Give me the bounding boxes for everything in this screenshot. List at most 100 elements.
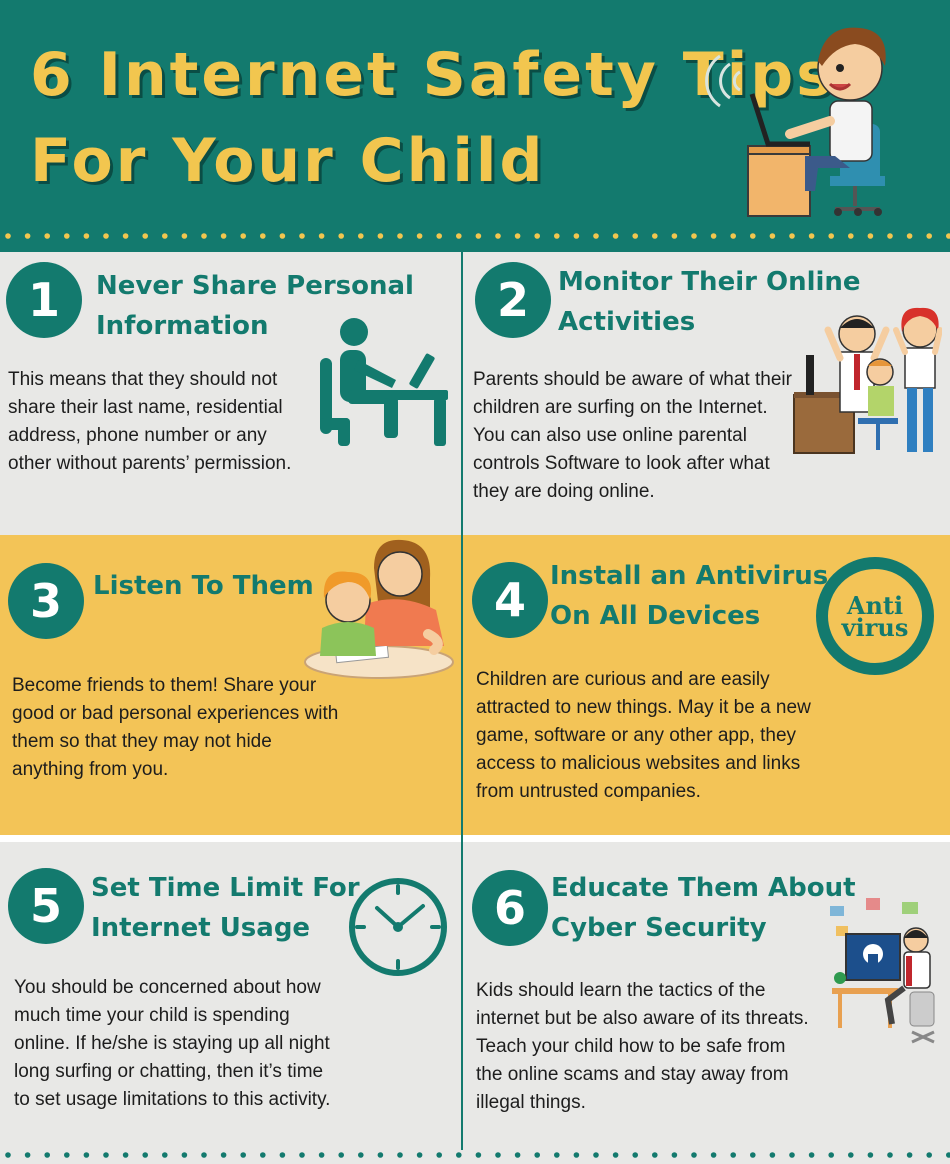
- tip-number-2: 2: [475, 262, 551, 338]
- divider-dot: [652, 233, 658, 239]
- divider-dot: [671, 1152, 678, 1158]
- divider-dot: [162, 233, 168, 239]
- divider-dot: [691, 233, 697, 239]
- boy-at-laptop-illustration: [705, 27, 886, 217]
- divider-dot: [358, 233, 364, 239]
- mother-and-child-illustration: [304, 539, 454, 679]
- divider-dot: [808, 1152, 815, 1158]
- divider-dot: [416, 233, 423, 239]
- divider-dot: [514, 1152, 521, 1158]
- dotted-divider-bottom: [5, 1152, 950, 1158]
- title-line-2: For Your Child: [30, 126, 546, 196]
- divider-dot: [318, 1152, 325, 1158]
- divider-dot: [456, 1152, 462, 1158]
- divider-dot: [926, 233, 932, 239]
- tip-body-6: Kids should learn the tactics of the inte…: [476, 980, 809, 1113]
- divider-dot: [358, 1152, 364, 1158]
- divider-dot: [750, 233, 756, 239]
- divider-dot: [5, 1152, 11, 1158]
- divider-dot: [554, 1152, 560, 1158]
- tip-heading-1: Never Share Personal Information: [96, 271, 414, 341]
- divider-dot: [103, 233, 109, 239]
- divider-dot: [64, 1152, 70, 1158]
- parents-watching-child-illustration: [793, 307, 942, 454]
- divider-dot: [436, 1152, 443, 1158]
- column-divider: [461, 252, 463, 1150]
- divider-dot: [573, 233, 580, 239]
- antivirus-badge-icon: Anti virus: [816, 557, 934, 675]
- divider-dot: [416, 1152, 423, 1158]
- divider-dot: [593, 1152, 599, 1158]
- divider-dot: [475, 233, 482, 239]
- divider-dot: [946, 233, 950, 239]
- divider-dot: [632, 1152, 638, 1158]
- divider-dot: [318, 233, 325, 239]
- divider-dot: [220, 1152, 227, 1158]
- row-separator: [0, 835, 950, 842]
- divider-dot: [632, 233, 638, 239]
- divider-dot: [181, 1152, 188, 1158]
- tip-body-1: This means that they should not share the…: [8, 369, 292, 474]
- divider-dot: [83, 1152, 90, 1158]
- divider-dot: [24, 1152, 31, 1158]
- tip-number-1: 1: [6, 262, 82, 338]
- divider-dot: [299, 1152, 305, 1158]
- divider-dot: [240, 233, 246, 239]
- divider-dot: [240, 1152, 246, 1158]
- divider-dot: [64, 233, 70, 239]
- divider-dot: [24, 233, 31, 239]
- tip-heading-3: Listen To Them: [93, 571, 314, 601]
- divider-dot: [377, 1152, 384, 1158]
- divider-dot: [299, 233, 305, 239]
- divider-dot: [514, 233, 521, 239]
- divider-dot: [926, 1152, 932, 1158]
- dotted-divider-top: [5, 233, 950, 239]
- divider-dot: [789, 1152, 795, 1158]
- divider-dot: [5, 233, 11, 239]
- divider-dot: [201, 1152, 207, 1158]
- divider-dot: [397, 233, 403, 239]
- divider-dot: [534, 233, 540, 239]
- divider-dot: [201, 233, 207, 239]
- divider-dot: [142, 1152, 148, 1158]
- divider-dot: [397, 1152, 403, 1158]
- divider-dot: [789, 233, 795, 239]
- divider-dot: [279, 1152, 286, 1158]
- divider-dot: [769, 233, 776, 239]
- divider-dot: [44, 1152, 50, 1158]
- divider-dot: [671, 233, 678, 239]
- divider-dot: [573, 1152, 580, 1158]
- tip-number-6: 6: [472, 870, 548, 946]
- divider-dot: [475, 1152, 482, 1158]
- divider-dot: [612, 1152, 619, 1158]
- divider-dot: [769, 1152, 776, 1158]
- tip-body-5: You should be concerned about how much ti…: [14, 977, 331, 1110]
- divider-dot: [122, 1152, 129, 1158]
- divider-dot: [906, 1152, 913, 1158]
- divider-dot: [495, 233, 501, 239]
- divider-dot: [808, 233, 815, 239]
- divider-dot: [906, 233, 913, 239]
- divider-dot: [828, 233, 834, 239]
- divider-dot: [750, 1152, 756, 1158]
- divider-dot: [436, 233, 443, 239]
- tip-heading-5: Set Time Limit For Internet Usage: [91, 873, 360, 943]
- divider-dot: [220, 233, 227, 239]
- divider-dot: [260, 1152, 266, 1158]
- divider-dot: [103, 1152, 109, 1158]
- divider-dot: [691, 1152, 697, 1158]
- tip-heading-4: Install an Antivirus On All Devices: [550, 561, 829, 631]
- divider-dot: [730, 1152, 736, 1158]
- divider-dot: [456, 233, 462, 239]
- divider-dot: [946, 1152, 950, 1158]
- tip-number-5: 5: [8, 868, 84, 944]
- clock-icon: [349, 878, 447, 976]
- divider-dot: [279, 233, 286, 239]
- tip-heading-6: Educate Them About Cyber Security: [551, 873, 856, 943]
- divider-dot: [612, 233, 619, 239]
- divider-dot: [534, 1152, 540, 1158]
- tip-heading-2: Monitor Their Online Activities: [558, 267, 861, 337]
- divider-dot: [338, 233, 345, 239]
- divider-dot: [710, 233, 717, 239]
- divider-dot: [122, 233, 129, 239]
